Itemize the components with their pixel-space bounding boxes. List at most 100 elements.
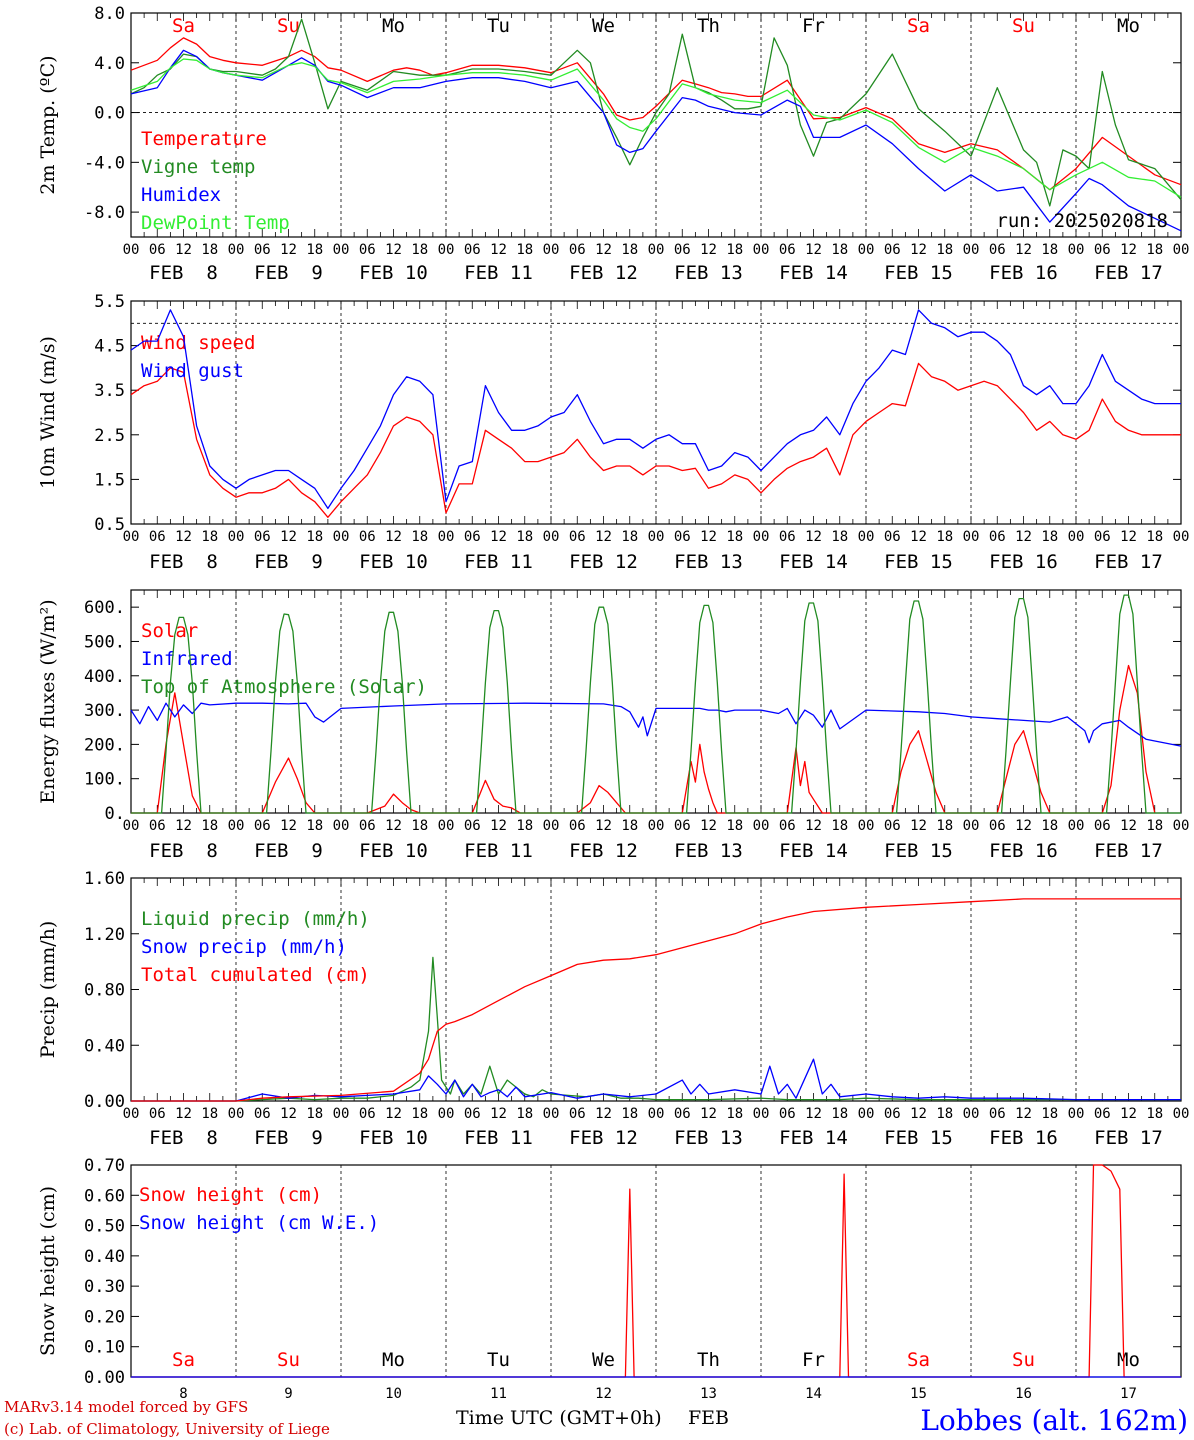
date-label: FEB 14 [779,551,848,573]
date-label: FEB 10 [359,1127,428,1149]
hour-tick-label: 18 [621,529,638,545]
hour-tick-label: 06 [779,242,796,258]
hour-tick-label: 06 [884,1106,901,1122]
day-name-label: Mo [1117,15,1140,37]
hour-tick-label: 18 [201,529,218,545]
y-tick-label: 2.5 [94,426,125,446]
hour-tick-label: 00 [1068,529,1085,545]
date-label: FEB 12 [569,262,638,284]
hour-tick-label: 18 [1146,818,1163,834]
hour-tick-label: 12 [595,818,612,834]
day-number-label: 9 [284,1386,292,1402]
hour-tick-label: 06 [464,242,481,258]
hour-tick-label: 06 [464,818,481,834]
day-number-label: 8 [179,1386,187,1402]
hour-tick-label: 12 [700,529,717,545]
hour-tick-label: 06 [569,529,586,545]
day-name-label: Su [1012,1349,1035,1371]
hour-tick-label: 12 [385,1106,402,1122]
day-name-label: Sa [907,15,930,37]
hour-tick-label: 00 [333,818,350,834]
y-tick-label: 0.00 [84,1368,125,1388]
hour-tick-label: 12 [805,529,822,545]
hour-tick-label: 00 [648,529,665,545]
y-axis-label: Precip (mm/h) [37,921,59,1059]
y-axis-label: Snow height (cm) [37,1186,59,1356]
hour-tick-label: 00 [123,818,140,834]
y-tick-label: 0.40 [84,1247,125,1267]
day-name-label: Su [1012,15,1035,37]
y-tick-label: 0.30 [84,1277,125,1297]
date-label: FEB 9 [254,262,323,284]
hour-tick-label: 06 [359,818,376,834]
hour-tick-label: 12 [595,242,612,258]
date-label: FEB 17 [1094,262,1163,284]
date-label: FEB 13 [674,551,743,573]
hour-tick-label: 18 [201,242,218,258]
hour-tick-label: 06 [1094,529,1111,545]
day-name-label: Fr [802,15,825,37]
hour-tick-label: 06 [569,1106,586,1122]
legend-entry: Total cumulated (cm) [141,964,370,986]
day-name-label: Tu [487,1349,510,1371]
legend-entry: Snow height (cm) [139,1184,322,1206]
hour-tick-label: 18 [831,818,848,834]
hour-tick-label: 18 [1041,818,1058,834]
date-label: FEB 15 [884,262,953,284]
date-label: FEB 15 [884,551,953,573]
date-label: FEB 16 [989,262,1058,284]
hour-tick-label: 18 [831,1106,848,1122]
date-label: FEB 13 [674,262,743,284]
date-label: FEB 12 [569,551,638,573]
hour-tick-label: 00 [963,529,980,545]
date-label: FEB 9 [254,840,323,862]
hour-tick-label: 18 [516,818,533,834]
date-label: FEB 17 [1094,840,1163,862]
hour-tick-label: 18 [831,529,848,545]
hour-tick-label: 12 [1015,1106,1032,1122]
location-title: Lobbes (alt. 162m) [920,1404,1188,1437]
hour-tick-label: 06 [1094,818,1111,834]
day-number-label: 12 [595,1386,612,1402]
y-tick-label: -8.0 [84,203,125,223]
date-label: FEB 12 [569,1127,638,1149]
y-tick-label: 4.5 [94,337,125,357]
hour-tick-label: 12 [175,818,192,834]
hour-tick-label: 06 [464,1106,481,1122]
hour-tick-label: 00 [1068,818,1085,834]
hour-tick-label: 06 [359,529,376,545]
precip-panel: 1.60 1.20 0.80 0.40 0.00 Precip (mm/h) 00 06 12 1… [37,869,1189,1149]
date-label: FEB 9 [254,551,323,573]
date-label: FEB 10 [359,551,428,573]
day-name-label: Tu [487,15,510,37]
hour-tick-label: 12 [700,242,717,258]
y-tick-label: 0.00 [84,1092,125,1112]
hour-tick-label: 06 [989,242,1006,258]
hour-tick-label: 06 [569,242,586,258]
y-tick-label: 5.5 [94,292,125,312]
day-number-label: 13 [700,1386,717,1402]
hour-tick-label: 06 [989,1106,1006,1122]
hour-tick-label: 18 [726,818,743,834]
hour-tick-label: 12 [280,242,297,258]
temp-series-humidex [130,49,1182,232]
date-label: FEB 14 [779,262,848,284]
legend-entry: Top of Atmosphere (Solar) [141,676,427,698]
day-number-label: 11 [490,1386,507,1402]
date-label: FEB 17 [1094,1127,1163,1149]
hour-tick-label: 00 [858,818,875,834]
hour-tick-label: 00 [543,529,560,545]
hour-tick-label: 06 [359,1106,376,1122]
day-number-label: 14 [805,1386,822,1402]
hour-tick-label: 00 [543,242,560,258]
hour-tick-label: 12 [910,1106,927,1122]
date-label: FEB 8 [149,840,218,862]
y-tick-label: 0.70 [84,1156,125,1176]
hour-tick-label: 18 [201,1106,218,1122]
time-axis-label: Time UTC (GMT+0h) [456,1407,662,1429]
temp-frame [130,12,1182,238]
hour-tick-label: 12 [490,242,507,258]
y-tick-label: 8.0 [94,4,125,24]
hour-tick-label: 06 [464,529,481,545]
